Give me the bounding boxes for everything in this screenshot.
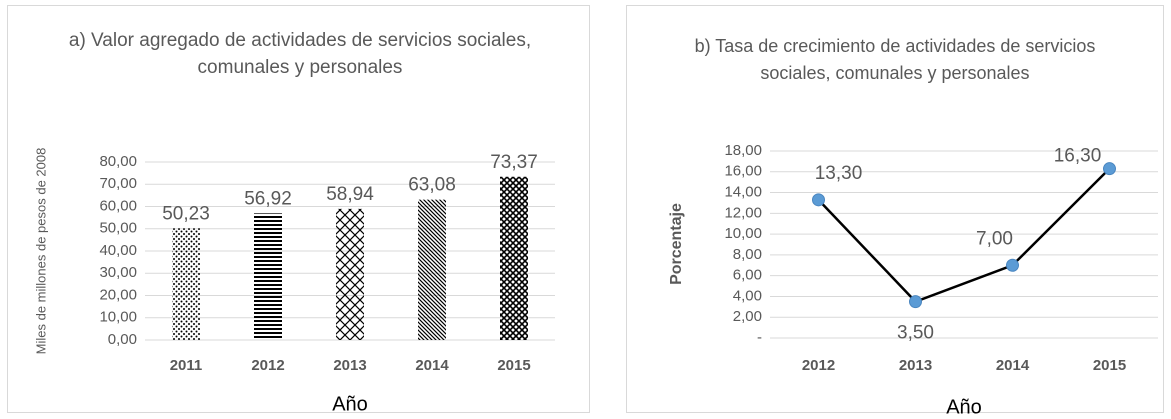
bar bbox=[418, 199, 446, 340]
x-tick-label: 2014 bbox=[996, 357, 1030, 374]
x-axis-label: Año bbox=[946, 396, 982, 418]
y-tick-label: 40,00 bbox=[99, 242, 137, 259]
value-label: 73,37 bbox=[490, 152, 538, 173]
value-label: 13,30 bbox=[815, 163, 863, 184]
chart-title: b) Tasa de crecimiento de actividades de… bbox=[694, 36, 1096, 83]
y-tick-label: 6,00 bbox=[733, 267, 762, 284]
y-tick-label: 30,00 bbox=[99, 264, 137, 281]
bar bbox=[172, 228, 200, 340]
bar bbox=[336, 208, 364, 340]
marker bbox=[1103, 162, 1116, 176]
marker bbox=[812, 193, 825, 207]
x-tick-label: 2012 bbox=[251, 357, 284, 374]
panel-frame bbox=[7, 5, 590, 413]
x-tick-label: 2013 bbox=[333, 357, 366, 374]
y-tick-label: 20,00 bbox=[99, 286, 137, 303]
y-axis-label: Porcentaje bbox=[668, 203, 685, 285]
x-tick-label: 2011 bbox=[170, 357, 203, 374]
x-axis-label: Año bbox=[332, 393, 368, 415]
y-tick-label: 12,00 bbox=[724, 204, 762, 221]
marker bbox=[909, 295, 922, 309]
y-tick-label: 0,00 bbox=[108, 331, 137, 348]
y-tick-label: 70,00 bbox=[99, 175, 137, 192]
y-axis-label: Miles de millones de pesos de 2008 bbox=[33, 148, 48, 355]
y-tick-label: - bbox=[757, 329, 762, 346]
value-label: 16,30 bbox=[1054, 146, 1102, 167]
value-label: 56,92 bbox=[244, 188, 292, 209]
y-tick-label: 14,00 bbox=[724, 184, 762, 201]
value-label: 50,23 bbox=[162, 203, 210, 224]
y-tick-label: 4,00 bbox=[733, 287, 762, 304]
y-tick-label: 18,00 bbox=[724, 142, 762, 159]
value-label: 3,50 bbox=[897, 323, 934, 344]
value-label: 58,94 bbox=[326, 184, 374, 205]
x-tick-label: 2015 bbox=[1093, 357, 1126, 374]
y-tick-label: 50,00 bbox=[99, 220, 137, 237]
y-tick-label: 2,00 bbox=[733, 308, 762, 325]
value-label: 63,08 bbox=[408, 175, 456, 196]
y-tick-label: 10,00 bbox=[724, 225, 762, 242]
y-tick-label: 8,00 bbox=[733, 246, 762, 263]
x-tick-label: 2014 bbox=[415, 357, 449, 374]
x-tick-label: 2013 bbox=[899, 357, 932, 374]
panel-frame bbox=[626, 5, 1164, 413]
x-tick-label: 2012 bbox=[802, 357, 835, 374]
bar bbox=[254, 213, 282, 340]
chart-title: a) Valor agregado de actividades de serv… bbox=[68, 30, 532, 78]
y-tick-label: 60,00 bbox=[99, 197, 137, 214]
y-tick-label: 10,00 bbox=[99, 309, 137, 326]
value-label: 7,00 bbox=[976, 228, 1013, 249]
bar bbox=[500, 176, 528, 340]
line bbox=[817, 167, 1111, 304]
marker bbox=[1006, 258, 1019, 272]
x-tick-label: 2015 bbox=[497, 357, 530, 374]
y-tick-label: 80,00 bbox=[99, 153, 137, 170]
y-tick-label: 16,00 bbox=[724, 163, 762, 180]
